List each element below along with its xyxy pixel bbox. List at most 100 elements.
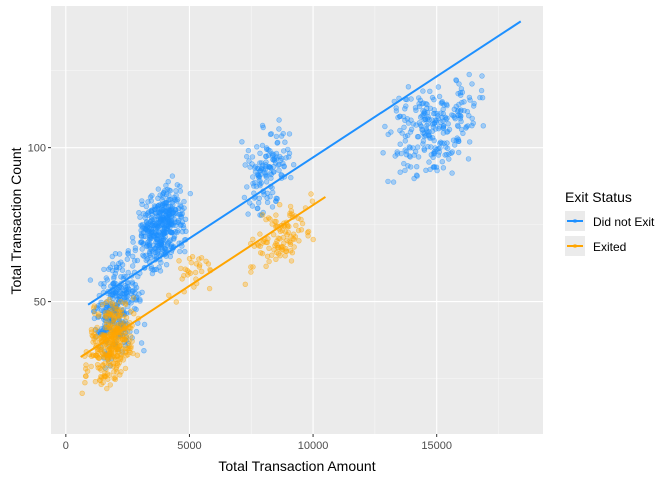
- data-point: [417, 122, 424, 128]
- data-point: [245, 147, 252, 154]
- data-point: [458, 126, 465, 133]
- data-point: [281, 164, 287, 170]
- data-point: [288, 208, 295, 214]
- data-point: [197, 262, 203, 268]
- data-point: [298, 227, 305, 233]
- data-point: [250, 180, 256, 187]
- data-point: [270, 151, 277, 158]
- data-point: [435, 152, 442, 158]
- data-point: [273, 212, 279, 218]
- data-point: [181, 205, 187, 211]
- data-point: [255, 173, 262, 179]
- x-axis-label: Total Transaction Amount: [218, 458, 375, 474]
- data-point: [185, 272, 191, 278]
- data-point: [109, 328, 116, 335]
- data-point: [106, 296, 112, 303]
- data-point: [172, 229, 179, 235]
- data-point: [405, 84, 412, 90]
- data-point: [132, 305, 138, 312]
- data-point: [175, 219, 181, 226]
- data-point: [411, 175, 417, 182]
- data-point: [275, 139, 281, 146]
- data-point: [272, 242, 278, 249]
- data-points: [79, 71, 486, 396]
- data-point: [275, 251, 282, 257]
- data-point: [457, 115, 464, 122]
- data-point: [410, 145, 416, 151]
- data-point: [257, 182, 263, 189]
- data-point: [182, 248, 188, 255]
- data-point: [94, 324, 100, 331]
- data-point: [196, 256, 202, 262]
- data-point: [263, 216, 269, 223]
- data-point: [267, 170, 274, 176]
- data-point: [298, 216, 304, 223]
- data-point: [267, 148, 273, 154]
- y-axis-label: Total Transaction Count: [8, 147, 24, 294]
- data-point: [176, 211, 183, 218]
- data-point: [123, 315, 130, 321]
- data-point: [173, 188, 179, 194]
- data-point: [241, 194, 248, 201]
- data-point: [168, 230, 175, 236]
- data-point: [270, 189, 276, 196]
- data-point: [273, 198, 279, 204]
- data-point: [97, 377, 103, 384]
- data-point: [118, 369, 124, 375]
- data-point: [116, 294, 122, 300]
- data-point: [138, 239, 145, 246]
- data-point: [177, 183, 183, 190]
- data-point: [148, 222, 155, 228]
- data-point: [436, 93, 443, 100]
- data-point: [187, 190, 194, 197]
- data-point: [88, 363, 94, 370]
- data-point: [132, 258, 138, 264]
- data-point: [465, 156, 472, 162]
- x-tick-label: 5000: [177, 440, 201, 452]
- data-point: [444, 102, 450, 109]
- data-point: [430, 121, 436, 127]
- data-point: [157, 209, 163, 216]
- data-point: [163, 230, 169, 236]
- data-point: [257, 150, 263, 157]
- data-point: [108, 346, 115, 352]
- data-point: [424, 105, 430, 112]
- data-point: [136, 210, 142, 216]
- legend-key-point: [573, 244, 577, 248]
- data-point: [256, 200, 262, 206]
- data-point: [403, 103, 409, 109]
- data-point: [431, 137, 437, 144]
- data-point: [163, 201, 169, 207]
- data-point: [404, 116, 411, 122]
- data-point: [140, 252, 146, 258]
- data-point: [83, 373, 89, 379]
- data-point: [470, 120, 476, 126]
- data-point: [114, 352, 120, 359]
- data-point: [163, 182, 169, 189]
- data-point: [259, 250, 266, 257]
- data-point: [287, 203, 294, 210]
- x-tick-label: 15000: [421, 440, 452, 452]
- trend-lines: [80, 20, 522, 358]
- legend-key-point: [573, 219, 577, 223]
- data-point: [90, 352, 97, 359]
- data-point: [169, 173, 176, 179]
- data-point: [417, 114, 424, 120]
- data-point: [250, 174, 256, 180]
- data-point: [97, 347, 104, 353]
- data-point: [83, 362, 89, 368]
- data-point: [478, 87, 485, 94]
- y-tick-label: 50: [34, 297, 46, 309]
- data-point: [435, 84, 442, 90]
- data-point: [126, 338, 132, 344]
- data-point: [124, 328, 131, 334]
- data-point: [455, 136, 462, 143]
- data-point: [100, 379, 106, 386]
- x-tick-label: 0: [63, 440, 69, 452]
- data-point: [110, 261, 116, 267]
- data-point: [138, 340, 145, 346]
- data-point: [309, 198, 316, 204]
- data-point: [98, 374, 105, 381]
- data-point: [105, 266, 112, 272]
- data-point: [113, 264, 120, 271]
